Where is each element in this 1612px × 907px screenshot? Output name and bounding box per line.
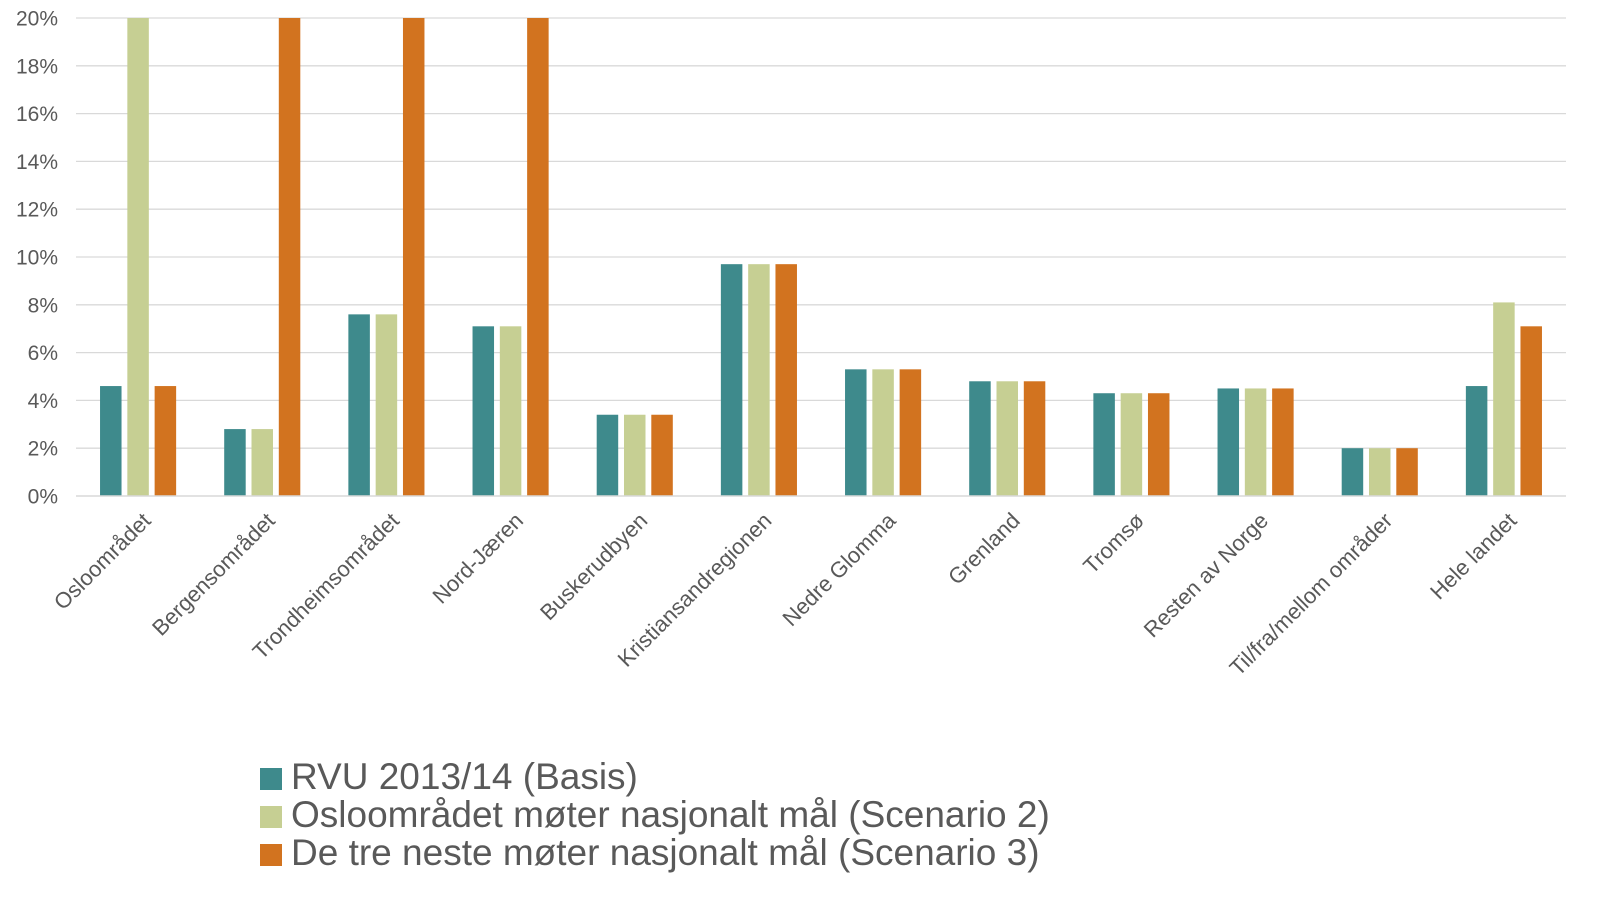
y-tick-label: 12% (16, 199, 58, 222)
bar-series-2-4 (624, 414, 646, 496)
y-tick-label: 2% (28, 438, 58, 461)
y-tick-label: 16% (16, 103, 58, 126)
legend-swatch (260, 768, 282, 790)
bar-series-2-9 (1244, 388, 1267, 496)
bar-series-1-10 (1341, 448, 1364, 496)
bar-series-2-0 (127, 18, 149, 496)
bar-series-1-2 (348, 314, 370, 496)
bar-series-1-8 (1093, 393, 1115, 496)
gridlines (76, 17, 1566, 449)
bar-series-1-11 (1465, 386, 1488, 496)
bar-series-1-6 (845, 369, 867, 496)
x-category-label: Nedre Glomma (777, 507, 901, 631)
y-tick-label: 4% (28, 390, 58, 413)
bar-series-1-5 (720, 264, 743, 496)
x-category-label: Bergensområdet (147, 508, 280, 641)
legend-label: De tre neste møter nasjonalt mål (Scenar… (291, 832, 1040, 873)
y-tick-label: 10% (16, 247, 58, 270)
bar-series-1-0 (100, 386, 122, 496)
bar-series-3-8 (1147, 393, 1170, 496)
legend-swatch (260, 806, 282, 828)
bar-series-3-10 (1396, 448, 1418, 496)
bar-series-2-2 (375, 314, 398, 496)
x-category-label: Resten av Norge (1139, 508, 1273, 642)
y-axis-tick-labels: 0% 2% 4% 6% 8% 10% 12% 14% 16% 18% 20% (16, 8, 58, 509)
bar-series-1-7 (969, 381, 991, 496)
bar-series-3-11 (1520, 326, 1542, 496)
x-category-label: Buskerudbyen (535, 508, 652, 625)
bar-series-3-1 (278, 18, 301, 496)
x-category-label: Tromsø (1078, 508, 1149, 579)
bars (100, 18, 1542, 496)
bar-series-1-9 (1217, 388, 1240, 496)
y-tick-label: 18% (16, 55, 58, 78)
bar-series-3-9 (1272, 388, 1294, 496)
bar-series-3-7 (1023, 381, 1046, 496)
legend-label: Osloområdet møter nasjonalt mål (Scenari… (291, 794, 1050, 835)
y-tick-label: 20% (16, 8, 58, 31)
bar-series-3-5 (775, 264, 797, 496)
bar-series-1-1 (224, 429, 246, 496)
legend: RVU 2013/14 (Basis)Osloområdet møter nas… (260, 756, 1050, 873)
bar-series-3-0 (154, 386, 177, 496)
bar-series-2-8 (1120, 393, 1143, 496)
bar-series-2-5 (748, 264, 770, 496)
legend-label: RVU 2013/14 (Basis) (291, 756, 638, 797)
bar-series-2-10 (1369, 448, 1391, 496)
bar-series-3-2 (402, 18, 425, 496)
x-category-label: Nord-Jæren (427, 508, 528, 609)
bar-series-2-3 (499, 326, 522, 496)
bar-series-3-3 (527, 18, 549, 496)
bar-series-2-6 (872, 369, 894, 496)
y-tick-label: 0% (28, 486, 58, 509)
y-tick-label: 6% (28, 342, 58, 365)
x-category-label: Grenland (943, 508, 1025, 590)
bar-series-2-11 (1493, 302, 1515, 496)
bar-series-3-6 (899, 369, 922, 496)
legend-swatch (260, 844, 282, 866)
y-tick-label: 14% (16, 151, 58, 174)
bar-series-3-4 (651, 414, 673, 496)
bar-series-1-4 (596, 414, 619, 496)
x-axis-category-labels: OsloområdetBergensområdetTrondheimsområd… (49, 507, 1522, 680)
bar-series-1-3 (472, 326, 495, 496)
x-category-label: Hele landet (1425, 508, 1521, 604)
x-category-label: Osloområdet (49, 508, 156, 615)
y-tick-label: 8% (28, 294, 58, 317)
bar-series-2-1 (251, 429, 273, 496)
bar-series-2-7 (996, 381, 1018, 496)
